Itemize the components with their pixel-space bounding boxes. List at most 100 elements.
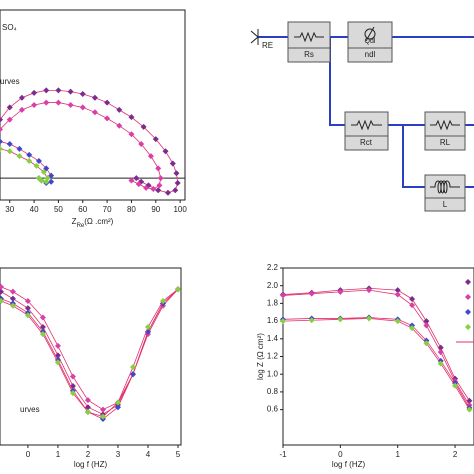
- data-point: [9, 288, 16, 295]
- data-point: [6, 148, 13, 155]
- y-tick-label: 2.0: [267, 281, 279, 290]
- data-point: [24, 312, 31, 319]
- data-point: [24, 298, 31, 305]
- label: Rs: [304, 50, 314, 59]
- x-tick-label: 5: [176, 450, 181, 459]
- data-point: [423, 340, 430, 347]
- data-point: [99, 406, 106, 413]
- resistor-box: [287, 21, 331, 63]
- label: Rct: [360, 138, 373, 147]
- data-point: [0, 283, 4, 290]
- data-point: [31, 89, 38, 96]
- data-point: [128, 131, 135, 138]
- data-point: [0, 145, 3, 152]
- data-point: [79, 104, 86, 111]
- label: Qdl: [365, 38, 376, 45]
- fit-curve: [0, 148, 48, 183]
- data-point: [69, 390, 76, 397]
- data-point: [144, 324, 151, 330]
- x-tick-label: 1: [56, 450, 61, 459]
- data-point: [280, 292, 286, 299]
- data-point: [48, 178, 55, 185]
- x-tick-label: 40: [30, 205, 39, 214]
- data-point: [35, 158, 42, 165]
- fit-curve: [282, 317, 470, 409]
- label: L: [443, 200, 448, 209]
- x-axis-label: ZRe(Ω .cm²): [72, 217, 114, 228]
- data-point: [150, 186, 157, 193]
- resistor-box: [344, 111, 389, 151]
- data-point: [24, 305, 31, 312]
- data-point: [394, 287, 401, 294]
- fit-curve: [0, 141, 52, 184]
- data-point: [437, 360, 444, 367]
- data-point: [164, 189, 171, 196]
- data-point: [67, 88, 74, 95]
- cpe-icon: [364, 28, 376, 40]
- data-point: [6, 116, 13, 123]
- data-point: [140, 123, 147, 130]
- x-tick-label: 1: [395, 450, 400, 459]
- data-point: [143, 184, 150, 191]
- y-tick-label: 1.2: [267, 352, 279, 361]
- data-point: [174, 286, 181, 293]
- data-point: [104, 115, 111, 122]
- y-tick-label: 1.6: [267, 316, 279, 325]
- data-point: [0, 298, 4, 305]
- data-point: [147, 153, 154, 160]
- data-point: [152, 136, 159, 143]
- data-point: [423, 318, 430, 325]
- data-point: [39, 331, 46, 338]
- data-point: [128, 177, 135, 184]
- circuit: RE Rs Qdl ndl Rct RL L: [250, 21, 474, 212]
- x-axis-label-part: Re: [77, 223, 85, 229]
- x-tick-label: 100: [173, 205, 187, 214]
- x-tick-label: 70: [103, 205, 112, 214]
- x-axis-label-part: Z: [72, 217, 77, 226]
- data-point: [91, 109, 98, 116]
- x-tick-label: 30: [5, 205, 14, 214]
- data-point: [159, 298, 166, 305]
- y-tick-label: 0.8: [267, 387, 279, 396]
- data-point: [129, 371, 136, 378]
- data-point: [133, 175, 140, 182]
- data-point: [169, 160, 176, 167]
- data-point: [91, 94, 98, 101]
- x-tick-label: 0: [338, 450, 343, 459]
- data-point: [366, 315, 373, 322]
- wire: [258, 36, 474, 188]
- data-point: [55, 99, 62, 106]
- resistor-icon: [351, 119, 382, 131]
- annotation: SO₄: [2, 23, 17, 32]
- data-point: [114, 399, 121, 406]
- data-point: [308, 317, 315, 324]
- x-axis-label-part: (Ω .cm²): [84, 217, 113, 226]
- plot-frame: [0, 9, 186, 201]
- data-point: [43, 99, 50, 106]
- y-tick-label: 2.2: [267, 263, 279, 272]
- x-tick-label: 90: [151, 205, 160, 214]
- resistor-icon: [294, 31, 324, 43]
- data-point: [129, 364, 136, 371]
- legend-marker: [465, 324, 471, 330]
- data-point: [84, 404, 91, 411]
- data-point: [69, 373, 76, 380]
- fit-curve: [282, 287, 470, 401]
- fit-curve: [0, 286, 179, 411]
- y-tick-label: 1.0: [267, 369, 279, 378]
- y-tick-label: 1.4: [267, 334, 279, 343]
- data-point: [9, 302, 16, 309]
- data-point: [67, 102, 74, 108]
- y-tick-label: 0.6: [267, 405, 279, 414]
- data-point: [157, 175, 164, 182]
- data-point: [35, 175, 42, 182]
- data-point: [173, 170, 180, 177]
- data-point: [16, 145, 23, 152]
- electrode-symbol: [250, 29, 259, 45]
- annotation: urves: [20, 405, 40, 414]
- data-point: [128, 114, 135, 121]
- data-point: [79, 91, 86, 98]
- data-point: [26, 151, 33, 158]
- data-point: [31, 102, 38, 108]
